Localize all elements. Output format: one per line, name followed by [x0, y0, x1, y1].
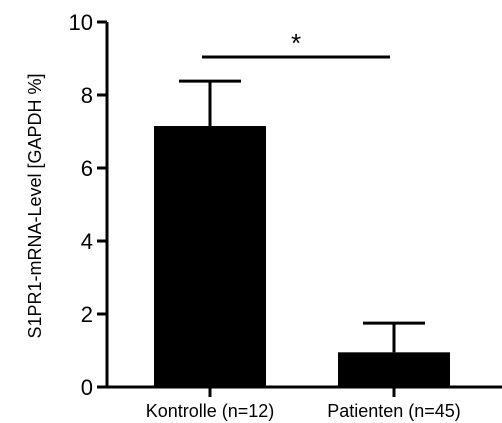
x-tick-label: Kontrolle (n=12) [146, 401, 275, 421]
chart-labels: S1PR1-mRNA-Level [GAPDH %] 0 2 4 6 8 10 Kontro… [25, 10, 461, 421]
y-tick-label: 8 [81, 83, 93, 108]
bar [154, 126, 266, 388]
y-tick-label: 4 [81, 229, 93, 254]
y-axis-label: S1PR1-mRNA-Level [GAPDH %] [25, 73, 45, 338]
y-tick-label: 0 [81, 375, 93, 400]
x-tick-label: Patienten (n=45) [327, 401, 461, 421]
significance-label: * [291, 28, 301, 58]
y-tick-label: 6 [81, 156, 93, 181]
bar [338, 352, 450, 387]
chart-bars [154, 79, 450, 388]
y-tick-label: 2 [81, 302, 93, 327]
y-tick-label: 10 [69, 10, 93, 35]
